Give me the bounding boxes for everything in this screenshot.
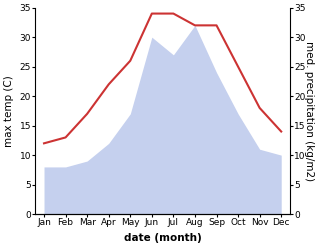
X-axis label: date (month): date (month) [124, 233, 202, 243]
Y-axis label: max temp (C): max temp (C) [4, 75, 14, 147]
Y-axis label: med. precipitation (kg/m2): med. precipitation (kg/m2) [304, 41, 314, 181]
